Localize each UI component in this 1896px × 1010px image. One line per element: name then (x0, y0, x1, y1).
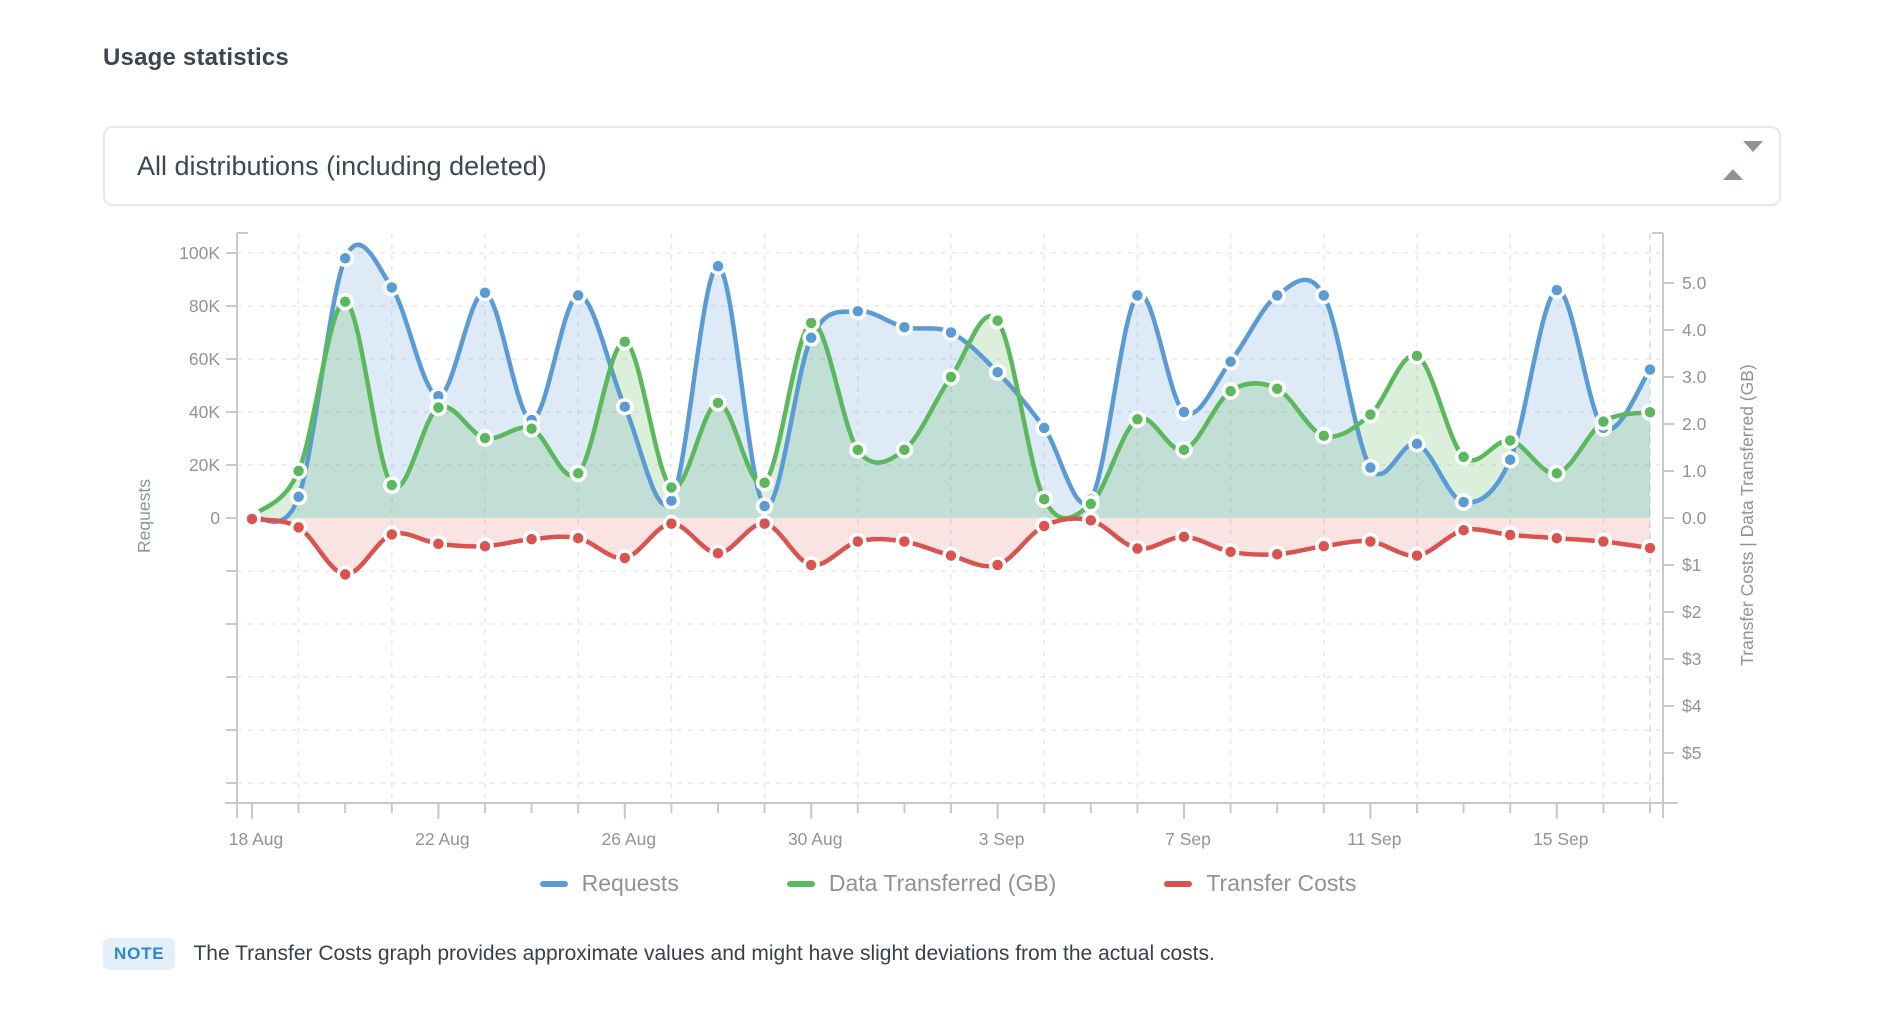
svg-text:$5: $5 (1682, 743, 1701, 763)
legend-label: Requests (581, 870, 679, 896)
page-title: Usage statistics (103, 44, 289, 71)
svg-text:Transfer Costs | Data Transfer: Transfer Costs | Data Transferred (GB) (1737, 364, 1757, 665)
svg-text:0.0: 0.0 (1682, 508, 1707, 528)
svg-text:$1: $1 (1682, 555, 1701, 575)
svg-text:0: 0 (210, 508, 220, 528)
svg-text:$3: $3 (1682, 649, 1701, 669)
svg-text:3.0: 3.0 (1682, 367, 1707, 387)
svg-text:5.0: 5.0 (1682, 273, 1707, 293)
svg-text:100K: 100K (179, 243, 220, 263)
svg-text:80K: 80K (189, 296, 220, 316)
svg-text:22 Aug: 22 Aug (415, 829, 470, 849)
chart-legend: Requests Data Transferred (GB) Transfer … (0, 870, 1896, 897)
requests-swatch-icon (539, 880, 568, 887)
legend-item-requests[interactable]: Requests (539, 870, 679, 897)
svg-text:3 Sep: 3 Sep (979, 829, 1025, 849)
svg-text:$2: $2 (1682, 602, 1701, 622)
svg-text:60K: 60K (189, 349, 220, 369)
legend-label: Transfer Costs (1206, 870, 1357, 896)
note-badge: NOTE (103, 938, 176, 970)
svg-text:$4: $4 (1682, 696, 1702, 716)
svg-text:4.0: 4.0 (1682, 320, 1707, 340)
svg-text:26 Aug: 26 Aug (602, 829, 657, 849)
svg-text:30 Aug: 30 Aug (788, 829, 843, 849)
svg-text:Requests: Requests (134, 479, 154, 553)
distribution-select-value: All distributions (including deleted) (137, 150, 547, 181)
transfer-costs-swatch-icon (1164, 880, 1193, 887)
usage-chart: 100K 80K 60K 40K 20K 0 5.0 4.0 3.0 2.0 1.0 0.0 $1 $2 $… (134, 232, 1757, 849)
distribution-select[interactable]: All distributions (including deleted) (103, 126, 1781, 206)
note-row: NOTE The Transfer Costs graph provides a… (103, 938, 1215, 970)
svg-text:1.0: 1.0 (1682, 461, 1707, 481)
legend-item-transfer-costs[interactable]: Transfer Costs (1164, 870, 1356, 897)
svg-text:7 Sep: 7 Sep (1165, 829, 1211, 849)
svg-text:2.0: 2.0 (1682, 414, 1707, 434)
legend-item-data-transferred[interactable]: Data Transferred (GB) (786, 870, 1057, 897)
svg-text:15 Sep: 15 Sep (1533, 829, 1588, 849)
svg-text:11 Sep: 11 Sep (1347, 829, 1401, 849)
legend-label: Data Transferred (GB) (828, 870, 1057, 896)
svg-text:20K: 20K (189, 455, 220, 475)
svg-text:18 Aug: 18 Aug (229, 829, 284, 849)
note-text: The Transfer Costs graph provides approx… (193, 942, 1215, 965)
data-transferred-swatch-icon (786, 880, 815, 887)
svg-text:40K: 40K (189, 402, 220, 422)
